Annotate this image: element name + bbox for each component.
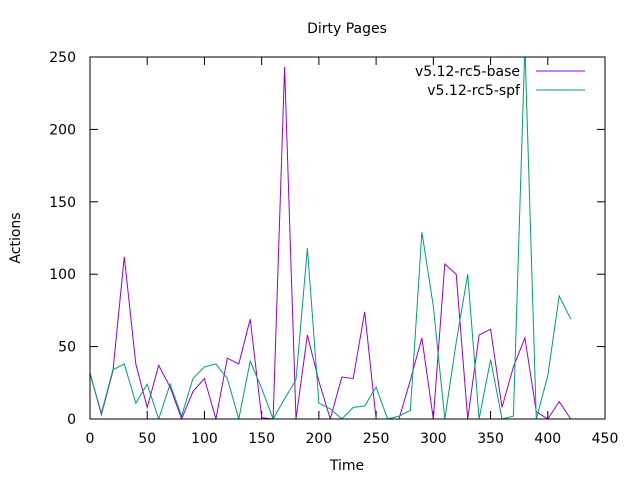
x-tick-label: 150 [248,431,275,447]
series-layer [90,57,572,419]
x-tick-label: 350 [477,431,504,447]
x-tick-label: 400 [534,431,561,447]
y-tick-label: 50 [58,340,76,356]
x-tick-label: 100 [191,431,218,447]
series-line-v5.12-rc5-spf [90,57,572,419]
x-axis-label: Time [329,458,364,474]
y-tick-label: 250 [49,50,76,66]
x-tick-label: 0 [86,431,95,447]
y-axis-ticks: 0 50 100 150 200 250 [49,50,605,428]
y-tick-label: 200 [49,122,76,138]
x-axis-ticks: 0 50 100 150 200 250 300 350 400 450 [86,57,619,447]
series-line-v5.12-rc5-base [90,67,572,419]
plot-frame [89,56,606,420]
x-tick-label: 250 [363,431,390,447]
legend-label: v5.12-rc5-spf [427,83,521,99]
y-tick-label: 100 [49,267,76,283]
y-tick-label: 150 [49,195,76,211]
y-axis-label: Actions [8,212,24,263]
legend-label: v5.12-rc5-base [415,64,520,80]
chart-title: Dirty Pages [307,21,387,37]
y-tick-label: 0 [67,412,76,428]
x-tick-label: 300 [420,431,447,447]
x-tick-label: 50 [138,431,156,447]
legend: v5.12-rc5-base v5.12-rc5-spf [415,64,585,99]
x-tick-label: 200 [306,431,333,447]
x-tick-label: 450 [592,431,619,447]
